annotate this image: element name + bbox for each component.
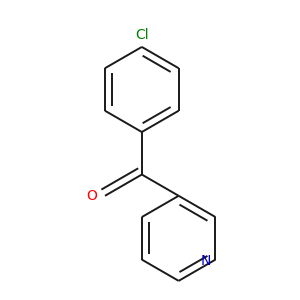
- Text: Cl: Cl: [135, 28, 148, 42]
- Text: N: N: [200, 254, 211, 268]
- Text: O: O: [86, 189, 97, 203]
